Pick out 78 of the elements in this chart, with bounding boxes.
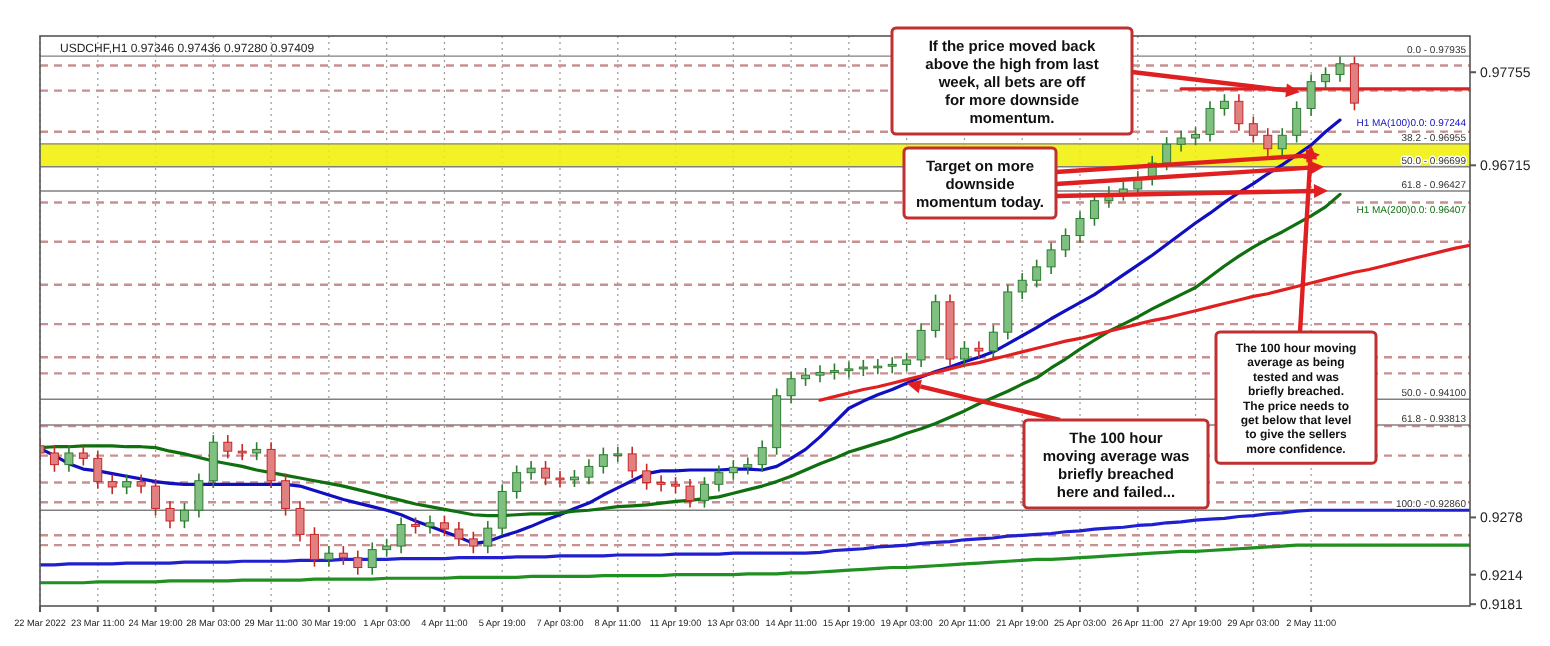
candlestick: [1219, 93, 1229, 117]
candlestick: [266, 441, 276, 489]
candlestick: [1248, 115, 1258, 144]
candlestick: [78, 445, 88, 467]
line-series: [40, 508, 1470, 567]
candlestick: [902, 351, 912, 373]
candlestick: [1017, 272, 1027, 300]
candlestick: [743, 456, 753, 476]
candlestick: [728, 459, 738, 481]
candlestick: [1046, 241, 1056, 275]
candlestick: [223, 434, 233, 460]
candlestick: [512, 464, 522, 500]
candlestick: [887, 356, 897, 375]
candlestick: [1292, 100, 1302, 144]
candlestick: [1032, 258, 1042, 289]
candlestick: [454, 521, 464, 547]
line-series: [818, 243, 1470, 402]
candlestick: [1277, 127, 1287, 157]
candlestick: [541, 460, 551, 486]
candlestick: [151, 478, 161, 517]
candlestick: [1162, 136, 1172, 172]
candlestick: [757, 439, 767, 473]
candlestick: [627, 445, 637, 479]
candlestick: [916, 322, 926, 368]
candlestick: [1321, 66, 1331, 90]
candlestick: [714, 464, 724, 493]
candlestick: [1075, 210, 1085, 244]
candlestick: [1089, 192, 1099, 227]
candlestick: [1263, 127, 1273, 157]
candlestick: [353, 549, 363, 576]
candlestick: [974, 340, 984, 359]
candlestick: [396, 516, 406, 555]
candlestick: [237, 443, 247, 461]
candlestick: [179, 502, 189, 529]
candlestick: [93, 450, 103, 490]
candlestick: [483, 520, 493, 555]
candlestick: [815, 364, 825, 384]
candlestick: [685, 478, 695, 509]
candlestick: [699, 476, 709, 509]
candlestick: [786, 370, 796, 404]
candlestick: [194, 472, 204, 519]
candlestick: [107, 473, 117, 495]
candlestick: [1061, 227, 1071, 258]
candlestick: [136, 473, 146, 495]
candlestick: [613, 445, 623, 463]
candlestick: [1205, 100, 1215, 143]
candlestick: [642, 462, 652, 491]
candlestick: [1306, 73, 1316, 117]
candlestick: [324, 545, 334, 568]
candlestick: [988, 324, 998, 359]
candlestick: [367, 541, 377, 576]
candlestick: [309, 526, 319, 568]
candlestick: [555, 470, 565, 488]
candlestick: [497, 483, 507, 537]
candlestick: [656, 474, 666, 493]
candlestick: [931, 293, 941, 339]
candlestick: [1176, 130, 1186, 153]
candlestick: [1234, 93, 1244, 132]
line-series: [40, 543, 1470, 585]
candlestick: [165, 500, 175, 529]
candlestick: [598, 446, 608, 475]
candlestick: [1003, 283, 1013, 341]
candlestick: [959, 340, 969, 367]
candlestick: [584, 458, 594, 486]
candlestick: [1335, 55, 1345, 83]
candlestick: [844, 360, 854, 379]
candlestick: [295, 500, 305, 543]
candlestick: [64, 445, 74, 473]
candlestick: [526, 460, 536, 481]
candlestick: [49, 445, 59, 473]
candlestick: [281, 472, 291, 517]
candlestick: [122, 473, 132, 495]
candlestick: [1349, 55, 1359, 112]
candlestick: [425, 514, 435, 535]
candlestick: [208, 434, 218, 489]
candlestick: [439, 514, 449, 537]
candlestick: [338, 545, 348, 566]
candlestick: [468, 530, 478, 555]
